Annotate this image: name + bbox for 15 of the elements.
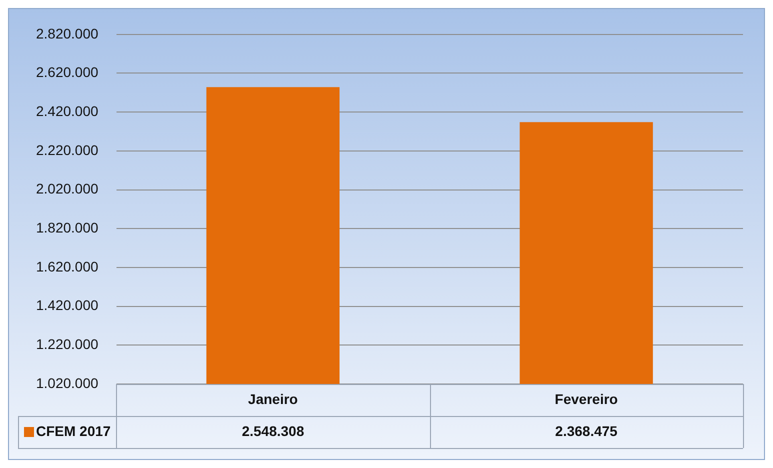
data-label: 2.368.475 bbox=[555, 422, 618, 439]
y-tick-label: 1.420.000 bbox=[36, 297, 98, 314]
legend-label: CFEM 2017 bbox=[36, 422, 111, 439]
y-tick-label: 2.220.000 bbox=[36, 142, 98, 158]
y-tick-label: 2.620.000 bbox=[36, 64, 98, 80]
x-tick-label: Fevereiro bbox=[554, 390, 618, 407]
y-tick-label: 2.420.000 bbox=[36, 102, 98, 119]
y-tick-label: 1.020.000 bbox=[36, 374, 98, 391]
y-tick-label: 1.220.000 bbox=[36, 336, 98, 352]
y-tick-label: 2.020.000 bbox=[36, 180, 98, 197]
x-tick-label: Janeiro bbox=[248, 390, 298, 407]
y-tick-label: 2.820.000 bbox=[36, 25, 98, 42]
y-tick-label: 1.620.000 bbox=[36, 258, 98, 274]
y-tick-label: 1.820.000 bbox=[36, 219, 98, 236]
data-label: 2.548.308 bbox=[242, 422, 304, 439]
